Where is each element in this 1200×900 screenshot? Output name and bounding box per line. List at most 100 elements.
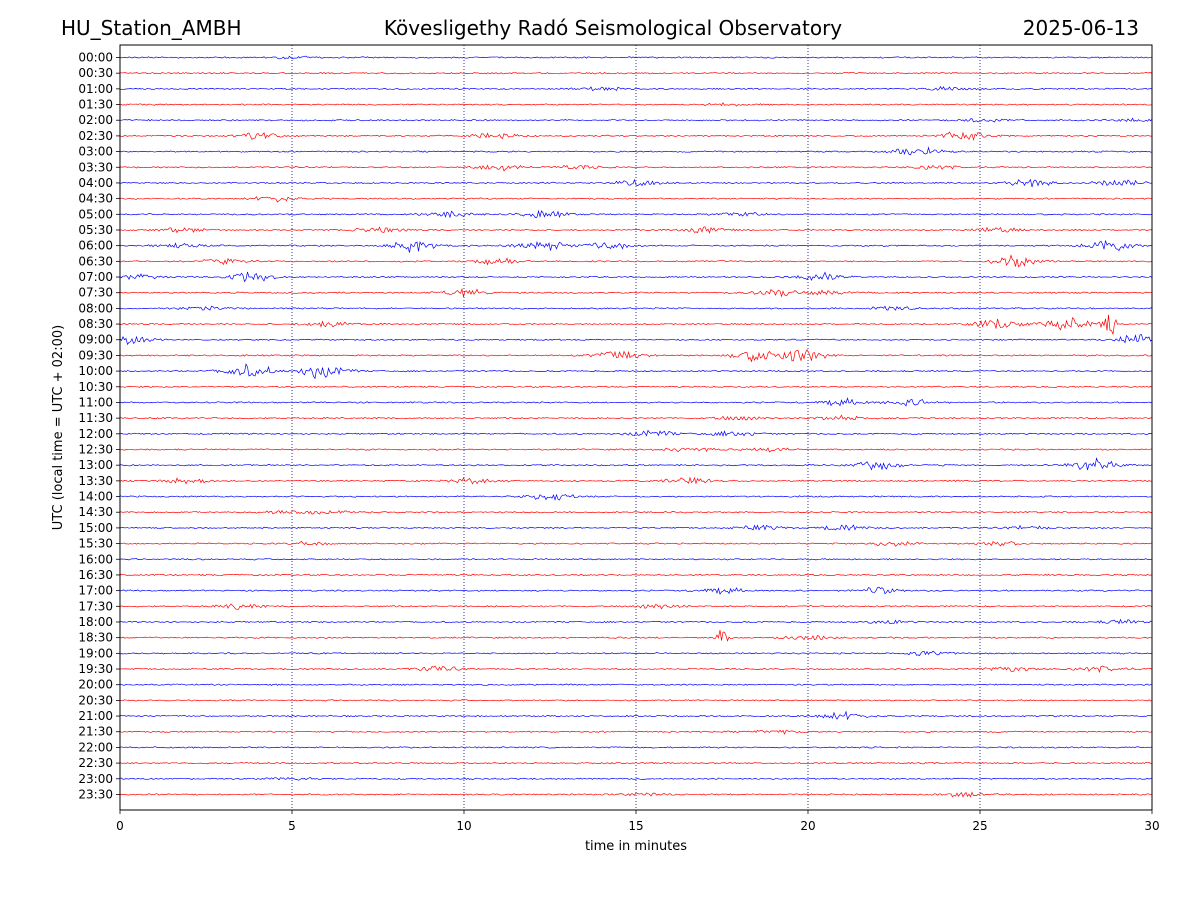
y-tick-label: 01:30	[78, 98, 113, 112]
trace-1700	[119, 586, 1153, 595]
trace-1400	[119, 493, 1153, 501]
y-tick-label: 19:30	[78, 662, 113, 676]
y-tick-label: 08:00	[78, 301, 113, 315]
trace-0700	[119, 271, 1153, 283]
y-tick-label: 08:30	[78, 317, 113, 331]
y-tick-label: 17:30	[78, 599, 113, 613]
trace-1600	[119, 558, 1153, 561]
y-tick-label: 16:00	[78, 552, 113, 566]
trace-2100	[119, 710, 1153, 721]
y-tick-label: 01:00	[78, 82, 113, 96]
trace-1730	[119, 603, 1153, 610]
y-tick-label: 10:30	[78, 380, 113, 394]
y-tick-label: 11:00	[78, 395, 113, 409]
y-tick-label: 13:00	[78, 458, 113, 472]
y-tick-label: 19:00	[78, 646, 113, 660]
trace-0230	[119, 131, 1153, 142]
trace-1330	[119, 476, 1153, 485]
y-tick-label: 13:30	[78, 474, 113, 488]
y-tick-label: 00:30	[78, 66, 113, 80]
y-tick-label: 11:30	[78, 411, 113, 425]
trace-2030	[119, 699, 1153, 702]
y-tick-label: 23:00	[78, 772, 113, 786]
y-tick-label: 14:30	[78, 505, 113, 519]
trace-1030	[119, 385, 1153, 388]
trace-0930	[119, 349, 1153, 363]
trace-2230	[119, 761, 1153, 765]
grid-lines	[291, 45, 981, 810]
x-axis-label: time in minutes	[585, 839, 687, 854]
y-tick-label: 18:00	[78, 615, 113, 629]
trace-0400	[119, 178, 1153, 188]
trace-1430	[119, 509, 1153, 515]
y-tick-label: 04:00	[78, 176, 113, 190]
trace-0600	[119, 240, 1153, 253]
y-tick-label: 15:00	[78, 521, 113, 535]
trace-0200	[119, 117, 1153, 123]
y-tick-label: 22:30	[78, 756, 113, 770]
y-tick-label: 20:30	[78, 693, 113, 707]
trace-2200	[119, 746, 1153, 749]
trace-0330	[119, 164, 1153, 172]
trace-1200	[119, 429, 1153, 437]
y-tick-label: 15:30	[78, 537, 113, 551]
seismic-traces	[119, 55, 1153, 798]
x-tick-label: 30	[1144, 819, 1159, 833]
trace-0830	[119, 314, 1153, 336]
y-tick-label: 04:30	[78, 192, 113, 206]
trace-2330	[119, 791, 1153, 798]
trace-0730	[119, 287, 1153, 298]
y-tick-label: 00:00	[78, 51, 113, 65]
y-tick-label: 09:00	[78, 333, 113, 347]
trace-0030	[119, 71, 1153, 75]
trace-0500	[119, 209, 1153, 219]
trace-0430	[119, 196, 1153, 203]
trace-1100	[119, 397, 1153, 407]
trace-0130	[119, 102, 1153, 107]
y-tick-label: 06:30	[78, 254, 113, 268]
y-tick-label: 05:30	[78, 223, 113, 237]
y-tick-label: 21:00	[78, 709, 113, 723]
trace-0900	[119, 334, 1153, 346]
y-tick-label: 22:00	[78, 740, 113, 754]
trace-1800	[119, 618, 1153, 625]
y-tick-label: 07:30	[78, 286, 113, 300]
y-tick-label: 09:30	[78, 348, 113, 362]
x-tick-label: 15	[628, 819, 643, 833]
y-tick-label: 02:30	[78, 129, 113, 143]
date-label: 2025-06-13	[1022, 16, 1139, 40]
trace-0530	[119, 226, 1153, 234]
x-tick-label: 0	[116, 819, 124, 833]
trace-0100	[119, 86, 1153, 92]
y-tick-label: 05:00	[78, 207, 113, 221]
y-axis-label: UTC (local time = UTC + 02:00)	[51, 325, 66, 530]
y-tick-label: 14:00	[78, 490, 113, 504]
x-tick-label: 5	[288, 819, 296, 833]
trace-2130	[119, 729, 1153, 735]
y-tick-label: 03:30	[78, 160, 113, 174]
y-tick-label: 07:00	[78, 270, 113, 284]
y-tick-label: 16:30	[78, 568, 113, 582]
y-tick-label: 23:30	[78, 787, 113, 801]
y-tick-label: 20:00	[78, 678, 113, 692]
y-tick-label: 12:30	[78, 443, 113, 457]
trace-2000	[119, 683, 1153, 686]
y-tick-label: 06:00	[78, 239, 113, 253]
trace-0300	[119, 146, 1153, 156]
trace-1900	[119, 650, 1153, 657]
trace-2300	[119, 777, 1153, 781]
y-tick-label: 12:00	[78, 427, 113, 441]
x-axis-ticks: 0 5 10 15 20 25 30	[116, 810, 1160, 833]
y-tick-label: 02:00	[78, 113, 113, 127]
y-tick-label: 21:30	[78, 725, 113, 739]
observatory-title: Kövesligethy Radó Seismological Observat…	[383, 16, 843, 40]
y-tick-label: 03:00	[78, 145, 113, 159]
trace-1930	[119, 665, 1153, 673]
trace-1130	[119, 414, 1153, 421]
trace-1300	[119, 457, 1153, 471]
x-tick-label: 20	[800, 819, 815, 833]
x-tick-label: 10	[456, 819, 471, 833]
y-tick-label: 10:00	[78, 364, 113, 378]
